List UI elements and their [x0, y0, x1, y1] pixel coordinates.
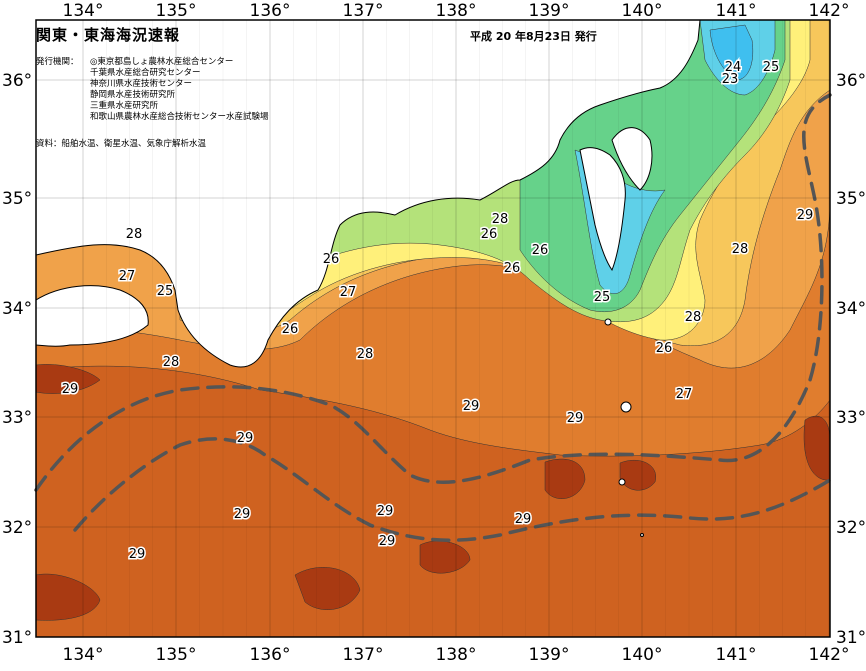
sea-zone-30-patch — [36, 364, 101, 394]
temperature-label: 27 — [119, 269, 136, 284]
publisher-item: ◎東京都島しょ農林水産総合センター — [90, 57, 234, 67]
latitude-label: 34° — [836, 299, 866, 319]
kuroshio-axis-line — [34, 93, 832, 492]
temperature-label: 25 — [157, 284, 174, 299]
latitude-label: 31° — [836, 628, 866, 648]
longitude-label: 139° — [529, 645, 570, 665]
temperature-label: 28 — [685, 310, 702, 325]
temperature-label: 26 — [656, 341, 673, 356]
latitude-label: 32° — [836, 518, 866, 538]
longitude-label: 134° — [63, 1, 104, 21]
longitude-label: 142° — [809, 645, 850, 665]
longitude-label: 141° — [716, 645, 757, 665]
land — [36, 20, 701, 537]
temperature-label: 25 — [594, 290, 611, 305]
temperature-label: 27 — [340, 285, 357, 300]
latitude-label: 36° — [836, 71, 866, 91]
sea-zone-29 — [36, 365, 830, 637]
longitude-label: 138° — [436, 645, 477, 665]
temperature-label: 29 — [237, 431, 254, 446]
shikoku-land — [36, 285, 149, 347]
temperature-label: 29 — [515, 512, 532, 527]
temperature-label: 28 — [492, 212, 509, 227]
temperature-label: 26 — [481, 227, 498, 242]
longitude-label: 141° — [716, 1, 757, 21]
longitude-label: 140° — [622, 645, 663, 665]
temperature-label: 29 — [129, 547, 146, 562]
temperature-label: 24 — [725, 60, 742, 75]
temperature-label: 23 — [722, 72, 739, 87]
temperature-label: 29 — [377, 504, 394, 519]
boso-peninsula — [611, 127, 653, 191]
map-frame — [35, 19, 831, 638]
island-hachijo — [618, 478, 626, 486]
island-aogashima — [640, 533, 644, 537]
sea-zone-30-patch — [294, 567, 361, 610]
issue-date: 平成 20 年8月23日 発行 — [470, 30, 597, 43]
latitude-label: 35° — [2, 189, 32, 209]
temperature-label: 29 — [797, 208, 814, 223]
temperature-label: 26 — [323, 252, 340, 267]
temperature-label: 29 — [379, 534, 396, 549]
data-source: 資料：船舶水温、衛星水温、気象庁解析水温 — [36, 139, 207, 149]
longitude-labels-bottom: 134° 135° 136° 137° 138° 139° 140° 141° 142° — [63, 645, 850, 665]
longitude-label: 137° — [343, 645, 384, 665]
temperature-label: 29 — [62, 382, 79, 397]
latitude-labels-right: 31° 32° 33° 34° 35° 36° — [836, 71, 866, 648]
publisher-item: 三重県水産研究所 — [90, 101, 159, 111]
publisher-list: ◎東京都島しょ農林水産総合センター 千葉県水産総合研究センター 神奈川県水産技術… — [90, 57, 269, 123]
longitude-label: 138° — [436, 1, 477, 21]
publisher-label: 発行機関： — [36, 57, 79, 67]
longitude-label: 136° — [250, 645, 291, 665]
temperature-label: 28 — [163, 355, 180, 370]
latitude-labels-left: 31° 32° 33° 34° 35° 36° — [2, 71, 32, 648]
latitude-label: 33° — [2, 408, 32, 428]
sea-zone-30-patch — [36, 573, 101, 621]
latitude-label: 36° — [2, 71, 32, 91]
latitude-label: 34° — [2, 299, 32, 319]
temperature-label: 28 — [126, 227, 143, 242]
longitude-label: 139° — [529, 1, 570, 21]
longitude-label: 134° — [63, 645, 104, 665]
temperature-label: 29 — [234, 507, 251, 522]
island-oshima — [604, 318, 612, 326]
publisher-item: 和歌山県農林水産総合技術センター水産試験場 — [90, 112, 269, 122]
map-title: 関東・東海海況速報 — [36, 26, 181, 44]
temperature-label: 28 — [732, 242, 749, 257]
longitude-labels-top: 134° 135° 136° 137° 138° 139° 140° 141° 142° — [63, 1, 850, 21]
island-miyake — [620, 401, 632, 413]
publisher-item: 静岡県水産技術研究所 — [90, 90, 176, 100]
latitude-label: 32° — [2, 518, 32, 538]
publisher-item: 神奈川県水産技術センター — [90, 79, 193, 89]
longitude-label: 135° — [156, 645, 197, 665]
temperature-label: 28 — [357, 347, 374, 362]
longitude-label: 136° — [250, 1, 291, 21]
longitude-label: 137° — [343, 1, 384, 21]
kuroshio-axis — [34, 93, 832, 542]
temperature-label: 27 — [676, 387, 693, 402]
longitude-label: 135° — [156, 1, 197, 21]
izu-peninsula — [579, 147, 626, 272]
longitude-label: 140° — [622, 1, 663, 21]
temperature-label: 26 — [282, 322, 299, 337]
temperature-label: 29 — [463, 399, 480, 414]
longitude-label: 142° — [809, 1, 850, 21]
kuroshio-axis-line — [73, 437, 832, 542]
temperature-label: 29 — [567, 411, 584, 426]
sea-zone-30-patch — [544, 458, 586, 499]
temperature-label: 26 — [504, 261, 521, 276]
honshu-land — [36, 20, 701, 368]
latitude-label: 35° — [836, 189, 866, 209]
latitude-label: 31° — [2, 628, 32, 648]
temperature-label: 25 — [763, 60, 780, 75]
temperature-label: 26 — [532, 243, 549, 258]
publisher-item: 千葉県水産総合研究センター — [90, 68, 201, 78]
latitude-label: 33° — [836, 408, 866, 428]
sea-zone-23 — [709, 24, 754, 81]
